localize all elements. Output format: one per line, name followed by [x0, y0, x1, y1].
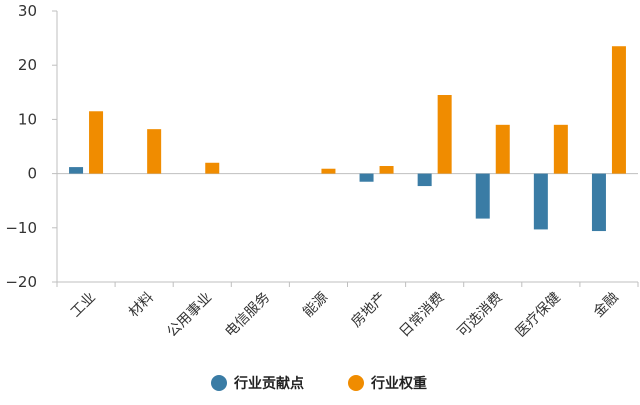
bar-weight: [321, 168, 336, 174]
category-labels: 工业 材料 公用事业 电信服务 能源 房地产 日常消费 可选消费 医疗保健 金融: [68, 290, 622, 341]
bars: [69, 46, 626, 232]
bar-contribution: [359, 173, 374, 182]
bar-contribution: [69, 167, 84, 174]
category-label: 材料: [126, 290, 157, 321]
y-tick-label: 30: [18, 2, 37, 20]
y-tick-label: 10: [18, 110, 37, 128]
category-label: 可选消费: [455, 290, 506, 341]
category-label: 医疗保健: [513, 290, 564, 341]
category-label: 房地产: [348, 290, 389, 331]
bar-weight: [495, 124, 510, 174]
category-label: 日常消费: [397, 290, 448, 341]
category-label: 工业: [68, 290, 99, 321]
axes: [52, 10, 639, 287]
bar-contribution: [533, 173, 548, 230]
y-tick-label: 0: [27, 165, 37, 183]
bar-weight: [437, 95, 452, 174]
legend-label: 行业权重: [370, 375, 427, 392]
bar-contribution: [591, 173, 606, 232]
legend: 行业贡献点 行业权重: [211, 375, 427, 392]
bar-weight: [147, 129, 162, 174]
category-label: 金融: [591, 290, 622, 321]
bar-contribution: [475, 173, 490, 219]
bar-weight: [89, 111, 104, 174]
y-tick-label: −20: [5, 273, 37, 291]
legend-marker: [348, 375, 364, 391]
bar-contribution: [417, 173, 432, 187]
bar-weight: [379, 166, 394, 174]
bar-weight: [553, 124, 568, 174]
tick-labels: 30 20 10 0 −10 −20: [5, 2, 37, 291]
bar-weight: [205, 162, 220, 174]
y-tick-label: −10: [5, 219, 37, 237]
category-label: 电信服务: [222, 290, 273, 341]
category-label: 公用事业: [164, 290, 215, 341]
category-label: 能源: [300, 290, 331, 321]
y-tick-label: 20: [18, 56, 37, 74]
legend-label: 行业贡献点: [233, 375, 304, 392]
bar-weight: [611, 46, 626, 174]
legend-marker: [211, 375, 227, 391]
